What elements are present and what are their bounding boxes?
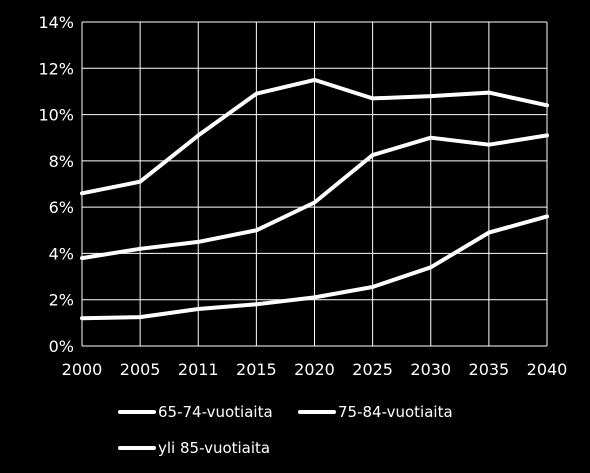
x-tick-label: 2020	[294, 360, 335, 379]
y-tick-label: 8%	[49, 152, 74, 171]
x-tick-label: 2011	[178, 360, 219, 379]
y-axis-tick-labels: 0% 2% 4% 6% 8% 10% 12% 14%	[38, 13, 74, 356]
x-tick-label: 2000	[62, 360, 103, 379]
y-tick-label: 2%	[49, 291, 74, 310]
legend-label: 65-74-vuotiaita	[158, 403, 273, 421]
y-tick-label: 4%	[49, 244, 74, 263]
x-tick-label: 2030	[410, 360, 451, 379]
y-tick-label: 14%	[38, 13, 74, 32]
legend: 65-74-vuotiaita 75-84-vuotiaita yli 85-vuo…	[118, 403, 453, 457]
series-line-3	[80, 214, 549, 321]
series-line-1	[80, 77, 549, 196]
y-tick-label: 6%	[49, 198, 74, 217]
x-tick-label: 2015	[236, 360, 277, 379]
legend-label: 75-84-vuotiaita	[338, 403, 453, 421]
y-tick-label: 12%	[38, 59, 74, 78]
x-tick-label: 2005	[120, 360, 161, 379]
series-line-2	[80, 133, 549, 261]
x-tick-label: 2040	[527, 360, 568, 379]
legend-entry: 65-74-vuotiaita	[118, 403, 273, 421]
grid	[81, 21, 548, 347]
legend-entry: yli 85-vuotiaita	[118, 439, 270, 457]
x-tick-label: 2035	[469, 360, 510, 379]
legend-entry: 75-84-vuotiaita	[298, 403, 453, 421]
series-lines	[80, 77, 549, 321]
y-tick-label: 0%	[49, 337, 74, 356]
legend-label: yli 85-vuotiaita	[158, 439, 270, 457]
x-tick-label: 2025	[352, 360, 393, 379]
y-tick-label: 10%	[38, 106, 74, 125]
x-axis-tick-labels: 2000 2005 2011 2015 2020 2025 2030 2035 2040	[62, 360, 568, 379]
